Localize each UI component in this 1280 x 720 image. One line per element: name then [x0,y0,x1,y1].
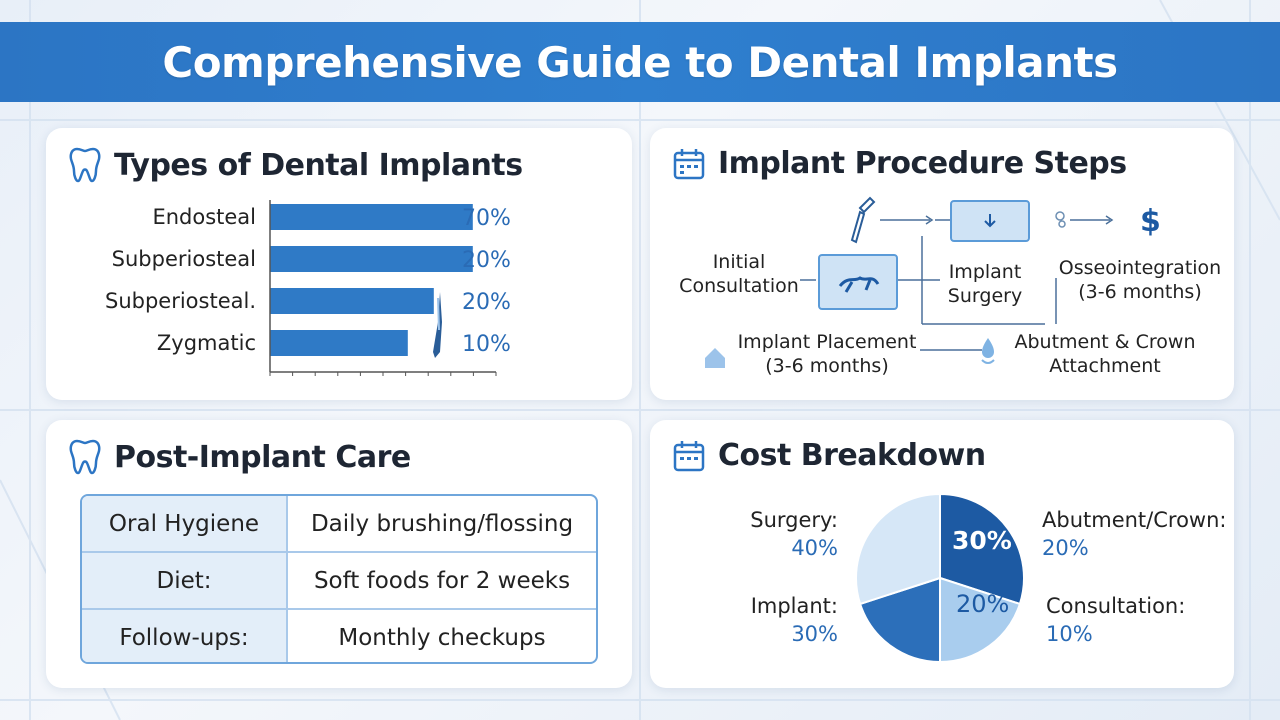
procedure-card: Implant Procedure Steps Initial Consulta… [650,128,1234,400]
step-abutment-line1: Abutment & Crown [1014,331,1196,353]
bar-category-label: Zygmatic [157,331,256,355]
step-consultation: Initial Consultation [664,250,814,298]
care-value: Soft foods for 2 weeks [313,567,571,594]
step-placement-line2: (3-6 months) [765,355,889,377]
step-consultation-box [818,254,898,310]
bar-value-label: 20% [462,290,511,315]
tooth-icon [68,146,102,184]
pie-label-abutment: Abutment/Crown: 20% [1042,506,1226,562]
pie-label-consultation-name: Consultation: [1046,594,1186,618]
pie-label-surgery-name: Surgery: [750,508,838,532]
step-osseo-line1: Osseointegration [1058,257,1222,279]
care-key: Oral Hygiene [82,496,288,551]
step-surgery-line2: Surgery [947,285,1023,307]
pie-slice-implant [858,576,941,664]
types-bar-chart: Endosteal 70% Subperiosteal 20% Subperiostea… [105,200,511,376]
step-placement: Implant Placement (3-6 months) [734,330,920,378]
pie-label-implant-pct: 30% [791,622,838,646]
drop-icon [981,338,995,364]
step-surgery-box [950,200,1030,242]
house-icon [705,348,725,368]
arrow-down-icon [984,214,996,228]
procedure-title: Implant Procedure Steps [718,146,1127,181]
pie-slice-consultation [939,576,1022,664]
bar-value-label: 10% [462,332,511,357]
bar-category-label: Subperiosteal [112,247,256,271]
bar [270,288,434,314]
step-surgery: Implant Surgery [930,260,1040,308]
pie-label-consultation-pct: 10% [1046,622,1093,646]
table-row: Oral Hygiene Daily brushing/flossing [82,496,596,553]
table-row: Diet: Soft foods for 2 weeks [82,553,596,610]
step-osseo-line2: (3-6 months) [1078,281,1202,303]
step-consultation-label: Initial Consultation [679,251,799,297]
table-row: Follow-ups: Monthly checkups [82,610,596,662]
bar-category-label: Subperiosteal. [105,289,256,313]
care-title: Post-Implant Care [114,439,411,475]
care-value: Monthly checkups [338,624,546,651]
calendar-icon [672,439,706,473]
pie-slice-surgery [855,492,941,606]
pie-inner-label-light: 20% [956,590,1010,618]
care-key: Diet: [82,553,288,608]
handshake-icon [838,276,880,293]
care-table: Oral Hygiene Daily brushing/flossing Die… [80,494,598,664]
care-value: Daily brushing/flossing [310,510,574,537]
pie-label-abutment-name: Abutment/Crown: [1042,508,1227,532]
bar-value-label: 20% [462,248,511,273]
dollar-icon: $ [1140,204,1161,239]
pie-label-implant-name: Implant: [750,594,838,618]
calendar-icon [672,147,706,181]
instrument-icon [426,290,450,366]
bar-category-label: Endosteal [152,205,256,229]
bar [270,204,473,230]
title-banner: Comprehensive Guide to Dental Implants [0,22,1280,102]
step-abutment: Abutment & Crown Attachment [1000,330,1210,378]
pie-label-abutment-pct: 20% [1042,536,1089,560]
care-key: Follow-ups: [82,610,288,662]
step-osseointegration: Osseointegration (3-6 months) [1052,256,1228,304]
page-title: Comprehensive Guide to Dental Implants [162,37,1118,87]
procedure-connectors [705,196,1114,368]
pie-inner-label-dark: 30% [952,526,1012,555]
cost-card: Cost Breakdown Surgery: 40% Implant: 30%… [650,420,1234,688]
pen-icon [850,196,876,244]
syringe-icon [1055,211,1066,228]
bar-value-label: 70% [462,206,511,231]
step-abutment-line2: Attachment [1049,355,1161,377]
types-card: Types of Dental Implants Endosteal 70% Sub… [46,128,632,400]
pie-label-implant: Implant: 30% [746,592,838,648]
bar [270,330,408,356]
step-surgery-line1: Implant [948,261,1022,283]
step-placement-line1: Implant Placement [737,331,917,353]
pie-label-surgery-pct: 40% [791,536,838,560]
tooth-icon [68,438,102,476]
cost-pie-chart [855,492,1025,664]
cost-title: Cost Breakdown [718,438,986,473]
pie-label-surgery: Surgery: 40% [746,506,838,562]
types-title: Types of Dental Implants [114,147,523,183]
bar [270,246,473,272]
pie-label-consultation: Consultation: 10% [1046,592,1185,648]
pie-slice-abutment [939,492,1025,606]
